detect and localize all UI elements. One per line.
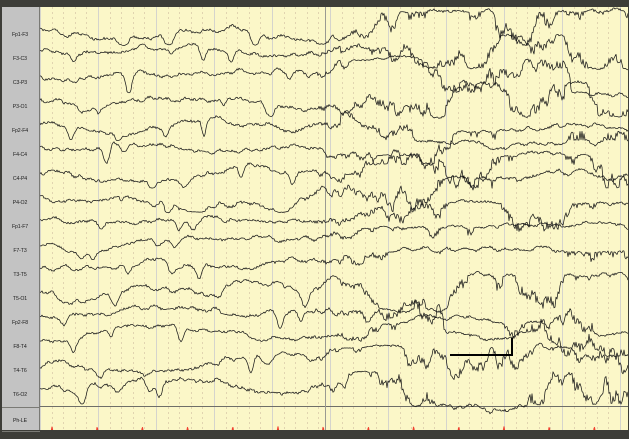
channel-label-t4-t6[interactable]: T4-T6: [13, 368, 27, 374]
trace-t5-o1: [40, 271, 628, 314]
trace-fp2-f8: [40, 299, 628, 342]
trace-fp1-f7: [40, 199, 628, 232]
channel-label-fp1-f7[interactable]: Fp1-F7: [11, 224, 29, 230]
channel-label-p3-o1[interactable]: P3-O1: [12, 104, 28, 110]
channel-label-t5-o1[interactable]: T5-O1: [12, 296, 28, 302]
channel-label-f3-c3[interactable]: F3-C3: [13, 56, 27, 62]
trace-fp1-f3: [40, 7, 628, 46]
row-separators: [40, 406, 628, 407]
channel-label-t3-t5[interactable]: T3-T5: [13, 272, 27, 278]
channel-label-p4-o2[interactable]: P4-O2: [12, 200, 28, 206]
trace-f4-c4: [40, 122, 628, 166]
channel-label-fp2-f8[interactable]: Fp2-F8: [11, 320, 29, 326]
trace-fp2-f4: [40, 110, 628, 151]
channel-label-fp2-f4[interactable]: Fp2-F4: [11, 128, 29, 134]
trace-c3-p3: [40, 54, 628, 99]
channel-label-f8-t4[interactable]: F8-T4: [13, 344, 27, 350]
trace-t6-o2: [40, 370, 628, 415]
channel-label-f7-t3[interactable]: F7-T3: [13, 248, 27, 254]
trace-f3-c3: [40, 33, 628, 71]
channel-label-f4-c4[interactable]: F4-C4: [13, 152, 27, 158]
eeg-plot-area[interactable]: [40, 7, 628, 430]
trace-p4-o2: [40, 168, 628, 214]
gutter-separator: [2, 431, 40, 432]
trace-f8-t4: [40, 314, 628, 358]
channel-label-t6-o2[interactable]: T6-O2: [12, 392, 28, 398]
channel-label-fp1-f3[interactable]: Fp1-F3: [11, 32, 29, 38]
trace-t4-t6: [40, 342, 628, 380]
eeg-waveform-canvas[interactable]: [40, 7, 628, 430]
trace-t3-t5: [40, 245, 628, 279]
trace-p3-o1: [40, 79, 628, 119]
trace-c4-p4: [40, 150, 628, 189]
gutter-separator: [2, 407, 40, 408]
trace-f7-t3: [40, 220, 628, 261]
eeg-traces: [40, 7, 628, 415]
channel-label-c4-p4[interactable]: C4-P4: [12, 176, 28, 182]
channel-label-c3-p3[interactable]: C3-P3: [12, 80, 28, 86]
calibration-marker: [450, 338, 513, 356]
calibration-bar: [450, 338, 513, 356]
channel-label-gutter: Fp1-F3 F3-C3 C3-P3 P3-O1 Fp2-F4 F4-C4 C4-P4 P4-…: [2, 7, 40, 432]
channel-label-ph-le[interactable]: Ph-LE: [13, 418, 27, 424]
